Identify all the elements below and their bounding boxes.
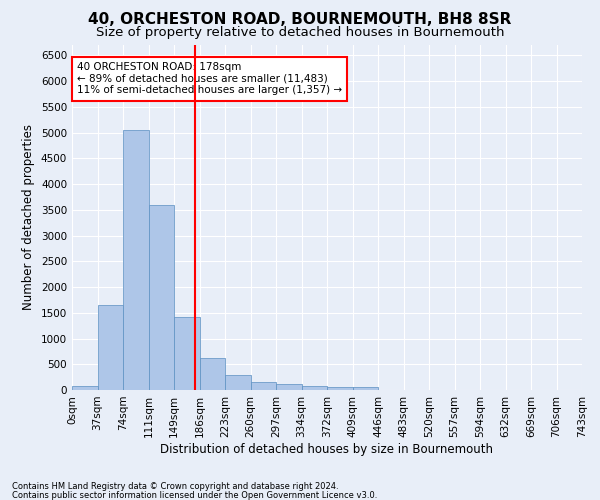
Bar bbox=[97, 305, 123, 390]
X-axis label: Distribution of detached houses by size in Bournemouth: Distribution of detached houses by size … bbox=[161, 442, 493, 456]
Bar bbox=[72, 386, 97, 390]
Bar bbox=[225, 374, 251, 390]
Text: 40 ORCHESTON ROAD: 178sqm
← 89% of detached houses are smaller (11,483)
11% of s: 40 ORCHESTON ROAD: 178sqm ← 89% of detac… bbox=[77, 62, 342, 96]
Bar bbox=[353, 387, 378, 390]
Bar bbox=[199, 358, 225, 390]
Bar bbox=[123, 130, 149, 390]
Bar bbox=[149, 204, 174, 390]
Y-axis label: Number of detached properties: Number of detached properties bbox=[22, 124, 35, 310]
Bar bbox=[327, 387, 353, 390]
Bar bbox=[302, 386, 327, 390]
Bar bbox=[174, 317, 199, 390]
Text: Contains public sector information licensed under the Open Government Licence v3: Contains public sector information licen… bbox=[12, 490, 377, 500]
Text: Size of property relative to detached houses in Bournemouth: Size of property relative to detached ho… bbox=[96, 26, 504, 39]
Text: Contains HM Land Registry data © Crown copyright and database right 2024.: Contains HM Land Registry data © Crown c… bbox=[12, 482, 338, 491]
Text: 40, ORCHESTON ROAD, BOURNEMOUTH, BH8 8SR: 40, ORCHESTON ROAD, BOURNEMOUTH, BH8 8SR bbox=[88, 12, 512, 28]
Bar bbox=[251, 382, 276, 390]
Bar bbox=[276, 384, 302, 390]
